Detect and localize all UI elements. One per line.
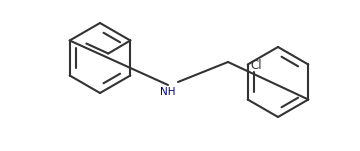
Text: Cl: Cl: [251, 59, 262, 72]
Text: NH: NH: [160, 87, 176, 97]
